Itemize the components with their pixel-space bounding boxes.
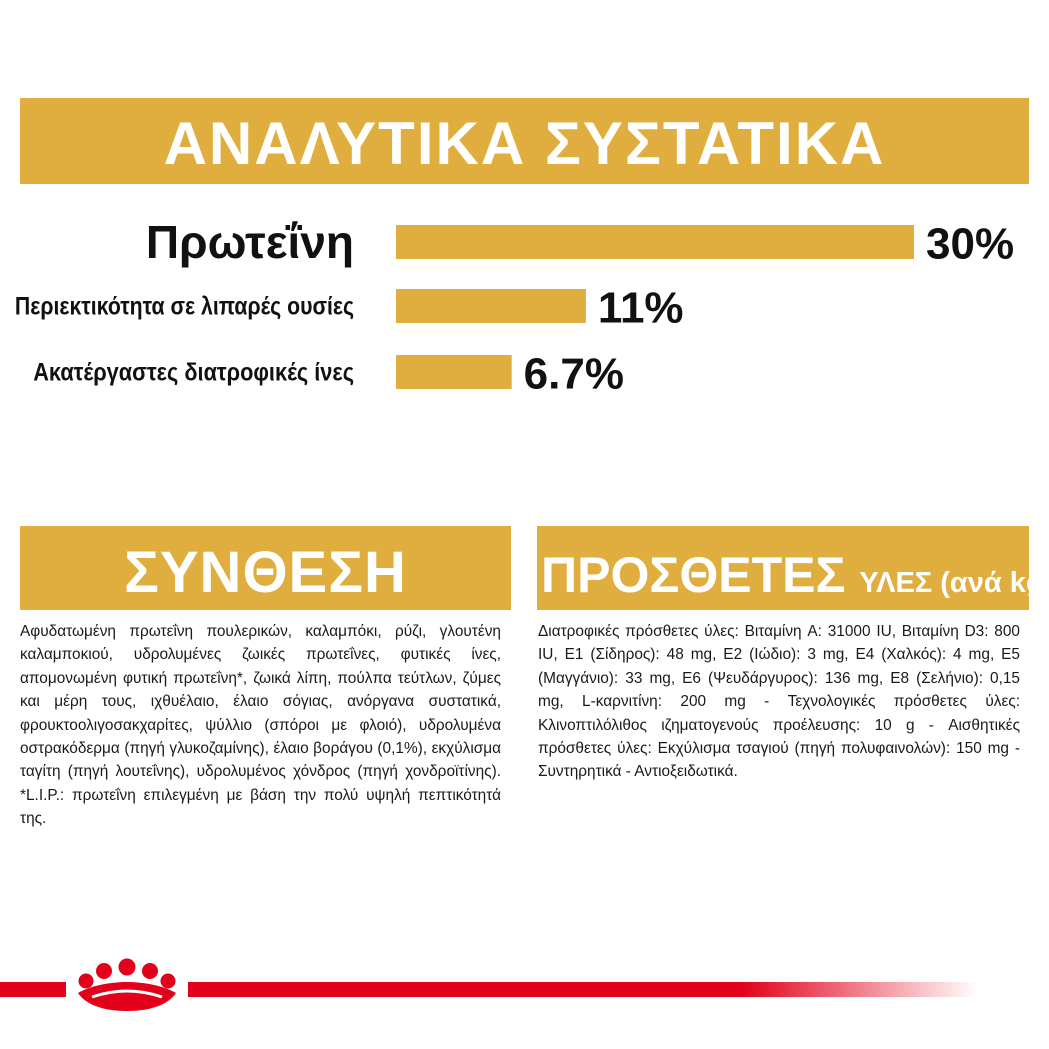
bar-0 bbox=[396, 225, 914, 259]
value-label-1: 11% bbox=[598, 284, 684, 333]
crown-shine bbox=[91, 989, 163, 999]
additives-title-main: ΠΡΟΣΘΕΤΕΣ bbox=[541, 547, 846, 603]
additives-title-sub: ΥΛΕΣ (ανά kg) bbox=[859, 567, 1029, 599]
composition-text: Αφυδατωμένη πρωτεΐνη πουλερικών, καλαμπό… bbox=[20, 623, 501, 828]
composition-title-banner: ΣΥΝΘΕΣΗ bbox=[20, 526, 511, 610]
royal-canin-crown-icon bbox=[78, 958, 176, 1011]
category-label-1: Περιεκτικότητα σε λιπαρές ουσίες bbox=[15, 292, 354, 320]
additives-text: Διατροφικές πρόσθετες ύλες: Βιταμίνη A: … bbox=[538, 623, 1020, 781]
composition-title: ΣΥΝΘΕΣΗ bbox=[124, 540, 407, 605]
bar-1 bbox=[396, 289, 586, 323]
value-label-0: 30% bbox=[926, 220, 1014, 269]
additives-title-banner: ΠΡΟΣΘΕΤΕΣ ΥΛΕΣ (ανά kg) bbox=[537, 526, 1029, 610]
footer bbox=[0, 958, 978, 1011]
analysis-title: ΑΝΑΛΥΤΙΚΑ ΣΥΣΤΑΤΙΚΑ bbox=[163, 110, 886, 177]
bar-2 bbox=[396, 355, 512, 389]
value-label-2: 6.7% bbox=[524, 350, 624, 399]
footer-line-right bbox=[188, 982, 978, 997]
category-label-2: Ακατέργαστες διατροφικές ίνες bbox=[33, 358, 354, 386]
category-label-0: Πρωτεΐνη bbox=[146, 216, 354, 268]
footer-line-left bbox=[0, 982, 66, 997]
nutrient-bar-chart: Πρωτεΐνη 30% Περιεκτικότητα σε λιπαρές ουσ… bbox=[15, 216, 1014, 399]
analysis-title-banner: ΑΝΑΛΥΤΙΚΑ ΣΥΣΤΑΤΙΚΑ bbox=[20, 98, 1029, 184]
